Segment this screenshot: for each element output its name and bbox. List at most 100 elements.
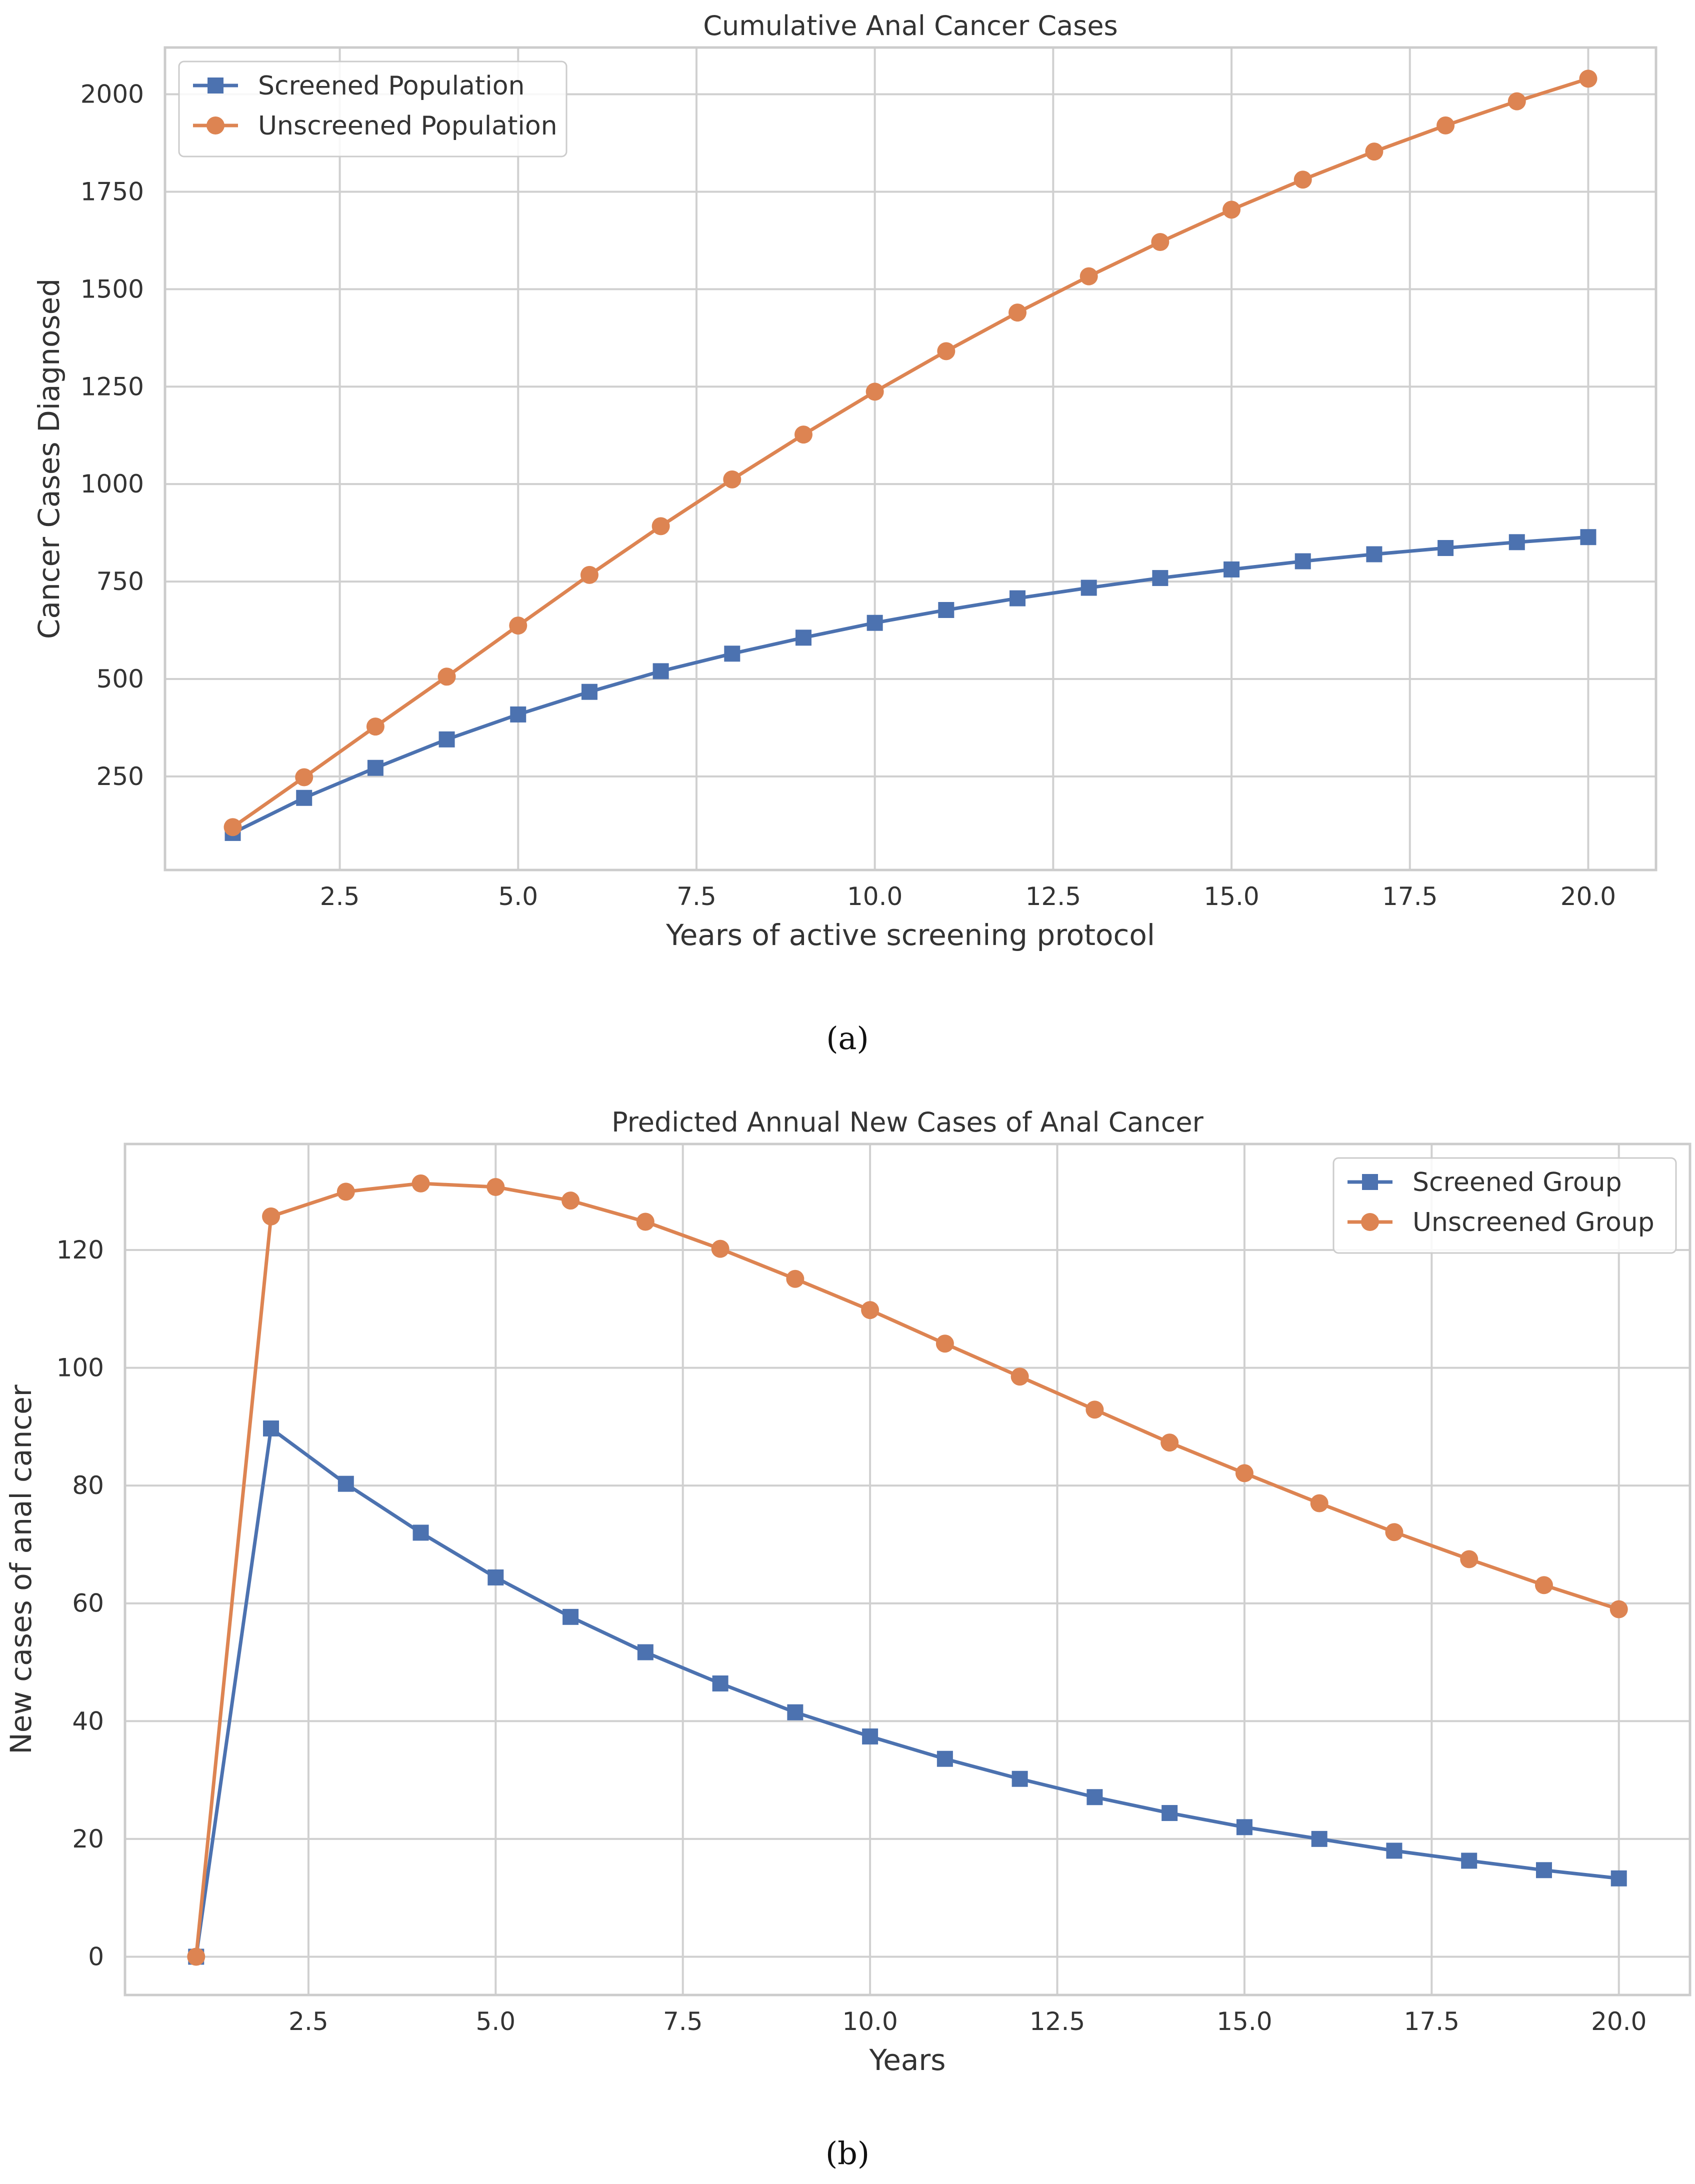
data-point xyxy=(1012,1770,1028,1787)
data-point xyxy=(224,818,242,836)
data-point xyxy=(1160,1434,1179,1452)
series-screened-group xyxy=(188,1420,1627,1965)
data-point xyxy=(862,1728,878,1744)
data-point xyxy=(1534,1576,1553,1594)
data-point xyxy=(1365,142,1384,161)
data-point xyxy=(861,1301,880,1320)
y-tick-label: 80 xyxy=(72,1471,104,1500)
data-point xyxy=(866,614,883,631)
legend-swatch-marker xyxy=(1362,1174,1378,1190)
series-line xyxy=(232,77,1589,829)
data-point xyxy=(562,1608,579,1625)
data-point xyxy=(724,646,740,662)
data-point xyxy=(1311,1830,1328,1847)
data-point xyxy=(1294,170,1312,189)
y-axis-label: Cancer Cases Diagnosed xyxy=(32,278,66,639)
chart-annual-new-cases: 2.5 5.0 7.5 10.0 12.5 15.0 17.5 20.0 0 20 40 60 80 10… xyxy=(4,1106,1692,2077)
data-point xyxy=(794,426,812,444)
y-tick-label: 1750 xyxy=(80,177,144,206)
y-tick-label: 500 xyxy=(96,664,144,694)
y-tick-label: 250 xyxy=(96,762,144,791)
data-point xyxy=(1580,529,1596,546)
data-point xyxy=(1236,1819,1252,1836)
legend-box xyxy=(178,60,568,158)
data-point xyxy=(1162,1805,1178,1822)
x-tick-label: 5.0 xyxy=(498,882,538,911)
series-unscreened-group xyxy=(187,1174,1628,1966)
y-tick-label: 20 xyxy=(72,1824,104,1854)
data-point xyxy=(338,1476,354,1492)
x-tick-label: 12.5 xyxy=(1026,882,1081,911)
data-point xyxy=(1086,1789,1103,1806)
data-point xyxy=(1294,553,1311,570)
data-point xyxy=(1508,92,1526,110)
data-point xyxy=(263,1420,280,1436)
x-tick-label: 7.5 xyxy=(676,882,716,911)
data-point xyxy=(1010,590,1026,606)
data-point xyxy=(1151,233,1170,252)
x-axis-label: Years xyxy=(868,2043,946,2077)
x-axis-label: Years of active screening protocol xyxy=(666,918,1155,952)
legend: Screened Population Unscreened Population xyxy=(178,60,568,158)
y-tick-label: 750 xyxy=(96,567,144,596)
data-point xyxy=(866,382,884,401)
data-point xyxy=(1385,1523,1404,1542)
series-screened-population xyxy=(224,529,1596,841)
data-point xyxy=(711,1240,730,1258)
data-point xyxy=(1310,1494,1328,1512)
data-point xyxy=(295,768,314,786)
plot-frame xyxy=(164,46,1658,872)
y-tick-label: 1000 xyxy=(80,470,144,498)
y-tick-label: 40 xyxy=(72,1706,104,1736)
data-point xyxy=(1579,70,1598,88)
plot-frame xyxy=(124,1142,1692,1996)
data-point xyxy=(786,1270,804,1288)
data-point xyxy=(1366,546,1382,562)
y-tick-label: 60 xyxy=(72,1589,104,1618)
data-point xyxy=(1508,534,1525,550)
panel-label-b: (b) xyxy=(825,2135,870,2172)
series-line xyxy=(232,535,1588,835)
data-point xyxy=(1610,1870,1627,1886)
panel-label-a: (a) xyxy=(826,1020,869,1056)
x-tick-label: 20.0 xyxy=(1591,2007,1646,2036)
data-point xyxy=(938,602,954,618)
data-point xyxy=(652,663,669,680)
x-tick-label: 2.5 xyxy=(320,882,360,911)
x-tick-label: 15.0 xyxy=(1204,882,1259,911)
x-tick-label: 2.5 xyxy=(288,2007,328,2036)
legend-box xyxy=(1332,1157,1677,1254)
x-tick-label: 7.5 xyxy=(663,2007,703,2036)
x-tick-label: 10.0 xyxy=(842,2007,898,2036)
data-point xyxy=(581,684,598,700)
data-point xyxy=(637,1644,654,1660)
x-tick-label: 17.5 xyxy=(1382,882,1438,911)
data-point xyxy=(488,1569,504,1586)
legend: Screened Group Unscreened Group xyxy=(1332,1157,1677,1254)
y-tick-label: 1250 xyxy=(80,372,144,401)
data-point xyxy=(438,731,455,748)
legend-swatch-marker xyxy=(1361,1213,1379,1231)
y-tick-label: 1500 xyxy=(80,274,144,304)
data-point xyxy=(652,517,670,536)
data-point xyxy=(1152,570,1168,586)
data-point xyxy=(366,718,384,736)
data-point xyxy=(712,1675,728,1692)
data-point xyxy=(1222,200,1241,219)
data-point xyxy=(936,1334,954,1353)
legend-label: Unscreened Group xyxy=(1412,1208,1654,1238)
data-point xyxy=(1438,540,1454,556)
data-point xyxy=(367,760,384,776)
y-axis-label: New cases of anal cancer xyxy=(4,1384,38,1754)
data-point xyxy=(1008,304,1027,322)
data-point xyxy=(1386,1842,1402,1859)
data-point xyxy=(336,1182,355,1201)
data-point xyxy=(262,1207,280,1226)
data-point xyxy=(1086,1400,1104,1419)
y-tick-label: 120 xyxy=(56,1236,104,1264)
x-tick-label: 20.0 xyxy=(1560,882,1616,911)
data-point xyxy=(1610,1600,1628,1618)
data-point xyxy=(936,1750,953,1767)
data-point xyxy=(1436,116,1455,134)
